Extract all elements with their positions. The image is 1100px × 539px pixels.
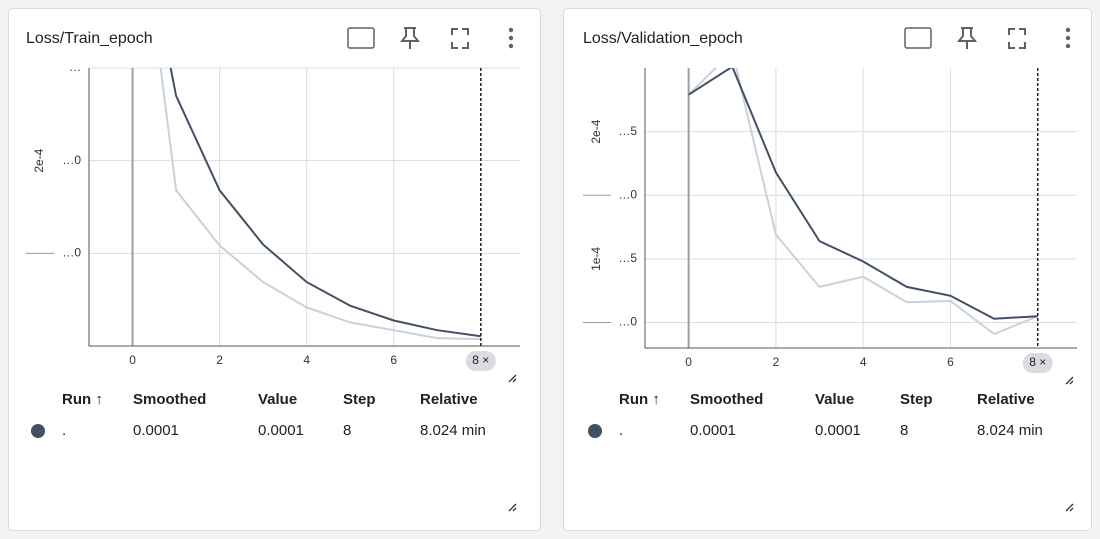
axis <box>644 68 1077 349</box>
y-tick-label: …0 <box>62 246 81 260</box>
resize-handle <box>508 503 517 512</box>
y-tick-label: …0 <box>618 315 637 329</box>
x-tick-label: 2 <box>216 353 223 367</box>
step-chip[interactable] <box>465 351 496 371</box>
fullscreen-icon[interactable] <box>451 28 469 49</box>
y-tick-label: …0 <box>618 187 637 201</box>
x-tick-label: 6 <box>947 355 954 369</box>
x-tick-label: 0 <box>685 355 692 369</box>
resize-handle <box>508 374 517 383</box>
series-line <box>687 68 1039 336</box>
x-tick-label: 0 <box>129 353 136 367</box>
card <box>8 8 541 531</box>
column-header: Value <box>258 391 297 408</box>
fullscreen-icon[interactable] <box>1008 28 1026 49</box>
menu-dot[interactable] <box>1065 35 1071 41</box>
x-tick-label: 4 <box>860 355 867 369</box>
fit-icon[interactable] <box>904 27 932 49</box>
step-chip-label: 8 × <box>472 353 489 367</box>
x-tick-label: 4 <box>303 353 310 367</box>
menu-dot[interactable] <box>508 27 514 33</box>
column-header: Step <box>343 391 376 408</box>
run-color <box>31 424 45 438</box>
cell: 0.0001 <box>815 422 861 439</box>
series-line <box>688 68 1038 320</box>
y-exponent-label: 1e-4 <box>589 247 603 271</box>
cell: 8 <box>343 422 351 439</box>
column-header: Value <box>815 391 854 408</box>
column-header[interactable]: Run ↑ <box>619 391 660 408</box>
step-chip-label: 8 × <box>1029 355 1046 369</box>
card-title: Loss/Validation_epoch <box>583 30 743 47</box>
x-tick-label: 2 <box>773 355 780 369</box>
y-tick-label: … <box>69 60 81 74</box>
pin-icon[interactable] <box>399 27 421 49</box>
cell: . <box>619 422 623 439</box>
toolbar <box>347 27 514 49</box>
column-header: Step <box>900 391 933 408</box>
y-exponent-label: 2e-4 <box>589 119 603 143</box>
cell: 8.024 min <box>420 422 486 439</box>
column-header: Relative <box>420 391 478 408</box>
column-header: Smoothed <box>690 391 763 408</box>
cell: . <box>62 422 66 439</box>
card <box>563 8 1092 531</box>
menu-dot[interactable] <box>1065 27 1071 33</box>
cell: 0.0001 <box>690 422 736 439</box>
menu-dot[interactable] <box>1065 43 1071 49</box>
series-line <box>169 68 481 338</box>
column-header: Relative <box>977 391 1035 408</box>
resize-handle <box>1065 376 1074 385</box>
menu-dot[interactable] <box>508 43 514 49</box>
fit-icon[interactable] <box>347 27 375 49</box>
cell: 0.0001 <box>258 422 304 439</box>
x-tick-label: 6 <box>390 353 397 367</box>
cell: 0.0001 <box>133 422 179 439</box>
card-title: Loss/Train_epoch <box>26 30 153 47</box>
menu-dot[interactable] <box>508 35 514 41</box>
column-header[interactable]: Run ↑ <box>62 391 103 408</box>
column-header: Smoothed <box>133 391 206 408</box>
y-tick-label: …0 <box>62 153 81 167</box>
axis <box>88 68 520 347</box>
run-color <box>588 424 602 438</box>
toolbar <box>904 27 1071 49</box>
resize-handle <box>1065 503 1074 512</box>
pin-icon[interactable] <box>956 27 978 49</box>
step-chip[interactable] <box>1022 353 1053 373</box>
cell: 8 <box>900 422 908 439</box>
series-line <box>159 68 481 341</box>
y-exponent-label: 2e-4 <box>32 148 46 172</box>
y-tick-label: …5 <box>618 251 637 265</box>
cell: 8.024 min <box>977 422 1043 439</box>
y-tick-label: …5 <box>618 124 637 138</box>
